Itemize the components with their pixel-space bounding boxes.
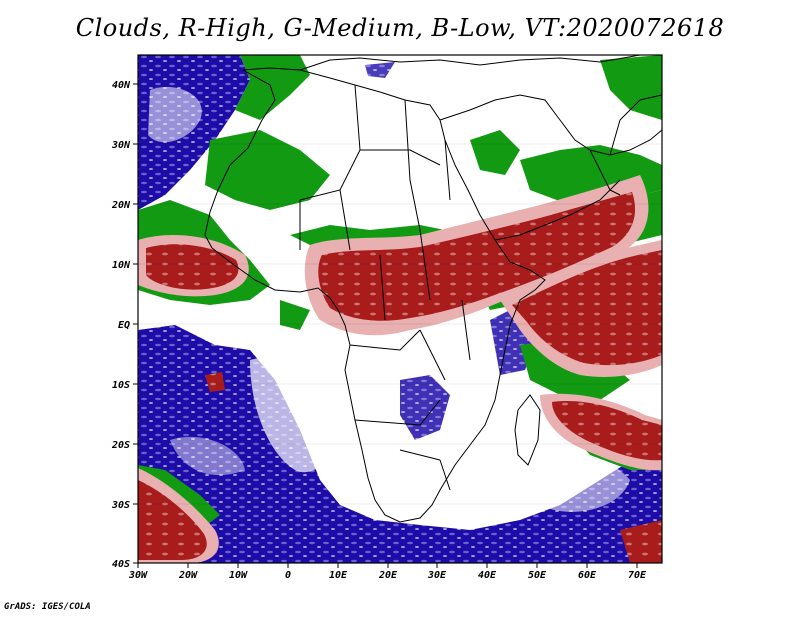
lon-label-10e: 10E	[329, 570, 348, 581]
lat-label-10s: 10S	[112, 380, 130, 391]
lon-label-10w: 10W	[229, 570, 248, 581]
lat-labels: 40N 30N 20N 10N EQ 10S 20S 30S 40S	[111, 80, 131, 570]
grads-credit: GrADS: IGES/COLA	[4, 602, 91, 612]
lat-label-20s: 20S	[111, 440, 130, 451]
lat-label-eq: EQ	[118, 320, 130, 331]
lon-label-0: 0	[285, 570, 291, 581]
map-title: Clouds, R-High, G-Medium, B-Low, VT:2020…	[75, 14, 725, 42]
coastlines	[204, 55, 662, 523]
lon-labels: 30W 20W 10W 0 10E 20E 30E 40E 50E 60E 70…	[128, 570, 647, 581]
lat-label-20n: 20N	[111, 200, 131, 211]
lat-label-40n: 40N	[112, 80, 131, 91]
tick-marks	[133, 83, 638, 568]
lat-label-30s: 30S	[111, 500, 130, 511]
lon-label-20w: 20W	[178, 570, 198, 581]
lat-label-10n: 10N	[112, 260, 131, 271]
graticule	[138, 143, 662, 505]
lon-label-30e: 30E	[427, 570, 447, 581]
lon-label-20e: 20E	[378, 570, 398, 581]
lon-label-30w: 30W	[128, 570, 148, 581]
plot-frame	[137, 54, 663, 564]
high-cloud-layer	[138, 175, 662, 563]
lon-label-50e: 50E	[528, 570, 547, 581]
lat-label-40s: 40S	[112, 559, 130, 570]
lon-label-60e: 60E	[578, 570, 597, 581]
lat-label-30n: 30N	[111, 140, 131, 151]
lon-label-70e: 70E	[628, 570, 647, 581]
lon-label-40e: 40E	[478, 570, 497, 581]
